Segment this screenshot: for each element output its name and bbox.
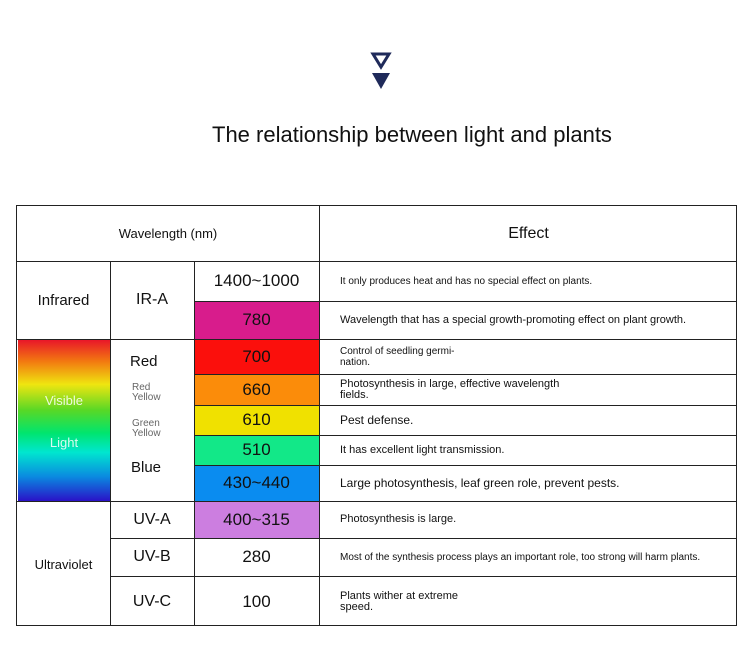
page-title: The relationship between light and plant… xyxy=(212,122,612,147)
wavelength-cell: 780 xyxy=(194,301,319,339)
wavelength-cell: 510 xyxy=(194,435,319,465)
subband-ir-a: IR-A xyxy=(136,291,168,308)
effect-text: Most of the synthesis process plays an i… xyxy=(340,551,701,563)
effect-text: nation. xyxy=(340,356,371,368)
category-light-label: Light xyxy=(49,435,79,450)
visible-subbands: Red Red Yellow Green Yellow Blue xyxy=(110,339,194,501)
effect-text: Large photosynthesis, leaf green role, p… xyxy=(340,475,620,490)
effect-cell: It only produces heat and has no special… xyxy=(319,261,736,301)
subband-uv-a: UV-A xyxy=(133,510,171,528)
wavelength-cell: 430~440 xyxy=(194,465,319,501)
wavelength-cell: 660 xyxy=(194,374,319,405)
effect-cell: Photosynthesis in large, effective wavel… xyxy=(319,374,736,405)
subband-red: Red xyxy=(130,353,158,370)
light-plants-table: Wavelength (nm) Effect Infrared Visible … xyxy=(16,205,737,626)
effect-text: It has excellent light transmission. xyxy=(340,443,505,456)
effect-text: Pest defense. xyxy=(340,412,414,427)
effect-text: speed. xyxy=(340,600,374,613)
subband-uv-c: UV-C xyxy=(132,592,172,610)
subband-blue: Blue xyxy=(131,459,162,476)
effect-text: Wavelength that has a special growth-pro… xyxy=(340,313,687,326)
effect-text: Plants wither at extreme xyxy=(340,589,458,602)
effect-cell: Large photosynthesis, leaf green role, p… xyxy=(319,465,736,501)
category-visible-gradient: Visible Light xyxy=(18,339,110,501)
effect-text: Photosynthesis in large, effective wavel… xyxy=(340,377,560,390)
effect-cell: Wavelength that has a special growth-pro… xyxy=(319,301,736,339)
effect-text: fields. xyxy=(340,388,369,401)
category-infrared: Infrared xyxy=(37,291,90,309)
effect-text: Control of seedling germi- xyxy=(340,345,455,357)
effect-cell: Control of seedling germi-nation. xyxy=(319,339,736,374)
down-arrows-icon xyxy=(370,52,392,89)
category-visible-label: Visible xyxy=(44,393,84,408)
wavelength-cell: 1400~1000 xyxy=(194,261,319,301)
subband-green-yellow-2: Yellow xyxy=(132,428,161,439)
wavelength-cell: 100 xyxy=(194,576,319,625)
header-effect: Effect xyxy=(508,224,549,242)
wavelength-cell: 280 xyxy=(194,538,319,576)
effect-cell: Most of the synthesis process plays an i… xyxy=(319,538,736,576)
subband-green-yellow-1: Green xyxy=(132,418,160,429)
header-wavelength: Wavelength (nm) xyxy=(118,226,218,241)
subband-red-yellow-1: Red xyxy=(132,382,151,393)
effect-cell: It has excellent light transmission. xyxy=(319,435,736,465)
wavelength-cell: 610 xyxy=(194,405,319,435)
subband-red-yellow-2: Yellow xyxy=(132,392,161,403)
wavelength-cell: 700 xyxy=(194,339,319,374)
effect-text: Photosynthesis is large. xyxy=(340,513,457,525)
effect-cell: Pest defense. xyxy=(319,405,736,435)
subband-uv-b: UV-B xyxy=(133,548,171,565)
category-ultraviolet: Ultraviolet xyxy=(34,556,93,572)
wavelength-cell: 400~315 xyxy=(194,501,319,538)
effect-text: It only produces heat and has no special… xyxy=(340,275,593,287)
effect-cell: Photosynthesis is large. xyxy=(319,501,736,538)
effect-cell: Plants wither at extreme speed. xyxy=(319,576,736,625)
